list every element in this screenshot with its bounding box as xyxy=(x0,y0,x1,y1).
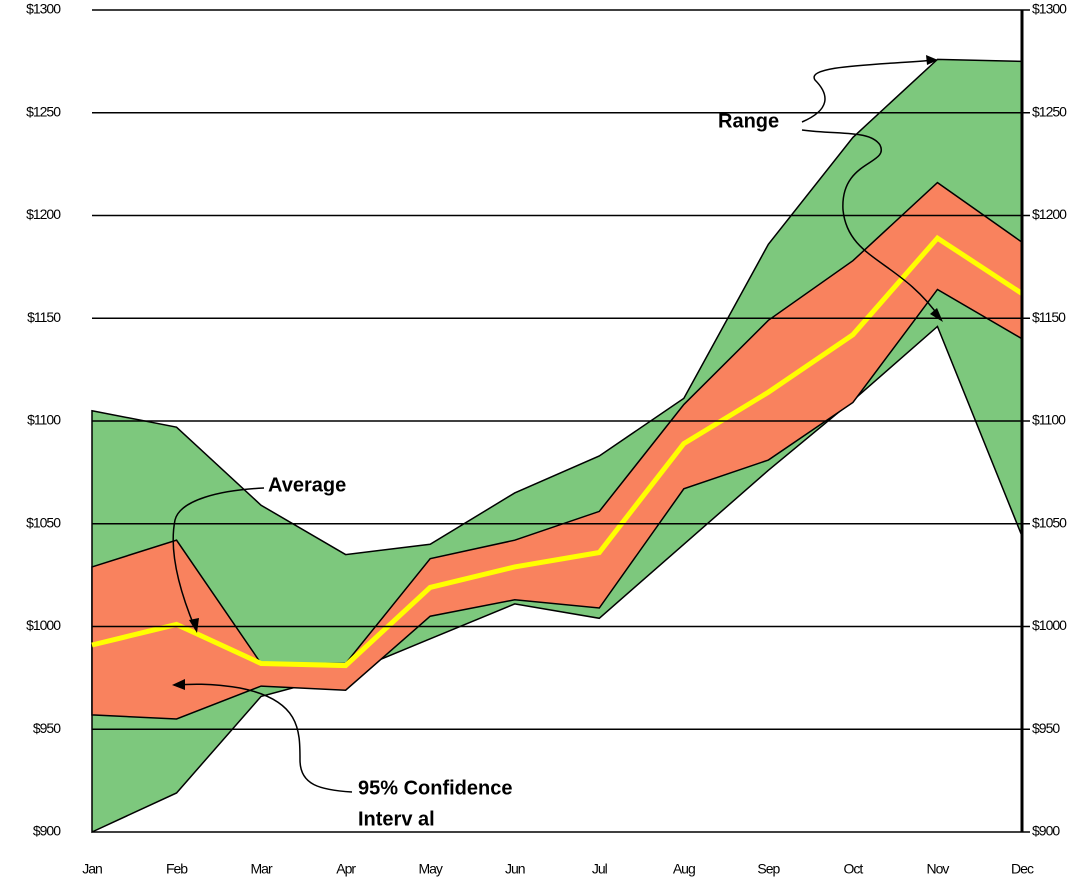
arrowhead xyxy=(172,679,185,690)
y2-tick-label: $1300 xyxy=(1032,1,1067,17)
x-tick-label: May xyxy=(418,861,442,877)
y2-tick-label: $1000 xyxy=(1032,617,1067,633)
x-tick-label: Nov xyxy=(927,861,950,877)
average-arrow xyxy=(172,487,265,629)
range-arrow-bottom xyxy=(801,129,941,319)
y-tick-label: $1200 xyxy=(26,206,61,222)
y2-tick-label: $1100 xyxy=(1032,412,1066,428)
x-tick-label: Mar xyxy=(251,861,273,877)
arrowhead xyxy=(926,55,938,65)
y-tick-label: $1150 xyxy=(27,309,61,325)
x-tick-label: Feb xyxy=(166,861,188,877)
ci-label: Interv al xyxy=(358,808,435,830)
y2-tick-label: $950 xyxy=(1032,720,1060,736)
y2-tick-label: $900 xyxy=(1032,823,1060,839)
x-tick-label: Apr xyxy=(336,861,356,877)
x-tick-label: Jan xyxy=(82,861,102,877)
y-tick-label: $1100 xyxy=(27,412,61,428)
annotations: Range Average 95% Confidence Interv al xyxy=(172,55,943,830)
x-tick-label: Jun xyxy=(505,861,525,877)
range-band xyxy=(91,58,1023,834)
y2-tick-label: $1150 xyxy=(1032,309,1066,325)
y2-tick-label: $1200 xyxy=(1032,206,1067,222)
y-tick-label: $1250 xyxy=(26,103,61,119)
ci-label: 95% Confidence xyxy=(358,777,512,799)
y-tick-label: $1300 xyxy=(26,1,61,17)
x-tick-label: Oct xyxy=(844,861,864,877)
average-label: Average xyxy=(268,474,346,496)
x-tick-label: Aug xyxy=(673,861,695,877)
x-tick-label: Dec xyxy=(1011,861,1034,877)
y-tick-label: $900 xyxy=(33,823,61,839)
range-label: Range xyxy=(718,110,779,132)
y-tick-label: $950 xyxy=(33,720,61,736)
plot: $900 $900 $950 $950 $1000 $1000 $1050 $1050 $110… xyxy=(26,1,1068,877)
arrowhead xyxy=(189,618,199,633)
arrowhead xyxy=(930,308,943,322)
ci-arrow xyxy=(173,683,353,793)
x-tick-label: Jul xyxy=(592,861,608,877)
y-tick-label: $1050 xyxy=(26,514,61,530)
x-tick-label: Sep xyxy=(757,861,780,877)
y2-tick-label: $1250 xyxy=(1032,103,1067,119)
range-arrow-top xyxy=(801,59,936,123)
y-tick-label: $1000 xyxy=(26,617,61,633)
y2-tick-label: $1050 xyxy=(1032,514,1067,530)
